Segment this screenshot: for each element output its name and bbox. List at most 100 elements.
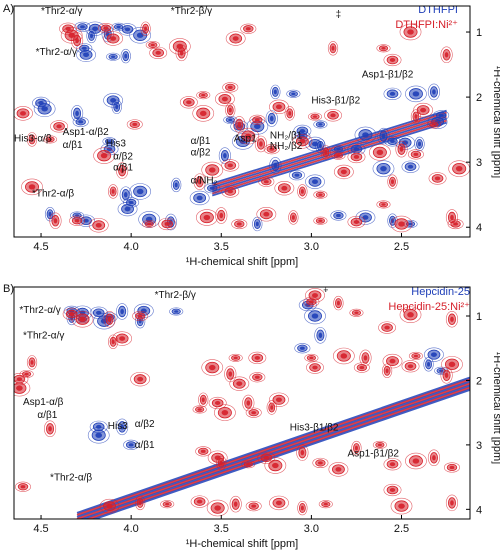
peak-blue-a [384, 136, 401, 147]
peak-red-a [88, 218, 109, 233]
peak-red-b [192, 405, 207, 414]
peak-red-a [222, 82, 239, 93]
peak-red-b [103, 310, 116, 328]
diagonal-ridge [211, 117, 447, 193]
peak-blue-b [423, 357, 434, 372]
peak-red-b [99, 498, 120, 514]
annotation-a-8: His3 [106, 139, 126, 150]
peak-red-a [103, 31, 124, 46]
peak-red-b [224, 365, 237, 383]
peak-red-a [225, 31, 246, 46]
panel-a: A) DTHFPI DTHFPI:Ni²⁺ ‡*Thr2-α/γ *Thr2-β/… [3, 3, 500, 268]
peak-red-b [132, 310, 149, 322]
peak-red-a [347, 150, 366, 164]
peak-red-a [307, 112, 323, 121]
peak-red-a [320, 145, 331, 160]
x-tick-label-a: 3.5 [214, 241, 229, 253]
y-axis-title-a: ¹H-chemical shift [ppm] [491, 66, 500, 178]
peak-red-b [198, 392, 209, 407]
peak-red-b [306, 361, 324, 374]
y-tick-label-b: 2 [476, 375, 482, 387]
peak-red-a [387, 174, 398, 189]
annotation-b-4: α/β1 [37, 410, 57, 421]
peak-red-a [69, 215, 86, 226]
peak-red-a [274, 180, 295, 196]
peak-blue-a [71, 105, 84, 122]
peak-red-b [382, 353, 403, 369]
annotation-a-9: Asp1 [234, 133, 257, 144]
peak-blue-b [123, 439, 140, 450]
peak-red-b [242, 394, 255, 412]
peak-red-a [215, 207, 228, 224]
peak-red-b [208, 396, 227, 410]
peak-blue-a [286, 89, 301, 98]
peak-red-a [193, 173, 206, 190]
x-tick-label-b: 4.0 [124, 523, 139, 535]
peak-red-a [201, 161, 224, 179]
peak-red-a [324, 109, 342, 122]
peak-blue-a [305, 174, 325, 189]
y-axis-title-b: ¹H-chemical shift [ppm] [491, 352, 500, 464]
peak-blue-a [293, 124, 312, 138]
peak-red-b [353, 362, 370, 373]
peak-red-b [71, 310, 94, 328]
peak-red-a [145, 40, 160, 50]
peak-blue-a [354, 126, 377, 144]
y-tick-label-b: 3 [476, 440, 482, 452]
peak-red-b [381, 363, 393, 378]
peak-blue-b [169, 307, 184, 316]
peak-red-a [179, 96, 198, 109]
peak-blue-a [331, 145, 346, 154]
peak-blue-a [106, 52, 121, 61]
peak-red-b [312, 457, 329, 469]
peak-red-b [190, 495, 209, 508]
peak-red-a [297, 184, 308, 199]
peak-red-b [19, 369, 34, 379]
peak-red-a [14, 106, 33, 121]
peak-blue-a [86, 28, 97, 44]
peak-red-b [297, 500, 308, 516]
peak-red-a [116, 162, 129, 179]
peak-blue-b [304, 307, 326, 325]
peak-red-a [410, 109, 422, 124]
peak-red-a [43, 135, 58, 144]
frame-a [13, 5, 471, 238]
peak-red-a [313, 216, 328, 225]
peak-red-a [142, 219, 157, 229]
x-tick-label-b: 4.5 [33, 523, 48, 535]
peak-red-b [43, 420, 57, 438]
peak-red-a [258, 176, 275, 187]
annotation-a-11: NH₂/β2 [270, 141, 303, 152]
peak-red-b [214, 404, 236, 421]
diagonal-ridge [211, 111, 447, 187]
peak-blue-b [294, 343, 311, 354]
peak-red-b [112, 331, 133, 346]
peak-blue-a [405, 85, 427, 103]
peak-red-a [21, 178, 43, 196]
annotation-a-16: α/NH₂ [191, 176, 218, 187]
legend-b-blue: Hepcidin-25 [411, 286, 470, 298]
peak-red-b [135, 495, 146, 511]
peak-blue-a [120, 48, 131, 64]
peak-blue-a [74, 21, 91, 32]
peak-red-a [333, 164, 354, 180]
peak-blue-a [252, 216, 263, 232]
diagonal-ridge [76, 376, 470, 515]
peak-red-b [399, 306, 422, 323]
peak-red-b [228, 353, 243, 362]
annotation-a-14: α/β2 [113, 152, 133, 163]
diagonal-ridge [211, 115, 447, 191]
peak-red-a [399, 23, 422, 41]
peak-red-b [390, 497, 413, 515]
y-tick-label-a: 2 [476, 92, 482, 104]
x-tick-label-a: 2.5 [394, 241, 409, 253]
peak-red-a [97, 23, 114, 34]
peak-red-b [304, 353, 319, 362]
x-tick-label-b: 3.0 [304, 523, 319, 535]
x-tick-label-a: 4.5 [33, 241, 48, 253]
panel-b-label: B) [3, 283, 14, 295]
annotation-a-3: Asp1-β1/β2 [362, 70, 414, 81]
peak-red-a [447, 218, 464, 230]
peak-blue-b [116, 418, 129, 436]
peak-red-b [349, 308, 364, 317]
